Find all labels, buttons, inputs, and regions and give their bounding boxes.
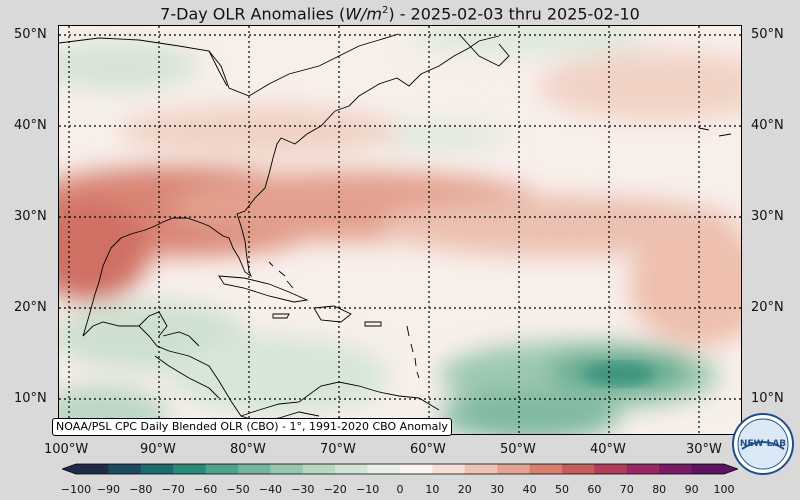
colorbar-cell bbox=[238, 464, 271, 474]
colorbar-cell bbox=[594, 464, 628, 474]
colorbar-cell bbox=[140, 464, 174, 474]
colorbar-tick-label: 10 bbox=[425, 483, 440, 496]
colorbar-cell bbox=[464, 464, 498, 474]
colorbar-cell bbox=[529, 464, 563, 474]
colorbar-tick-label: −40 bbox=[258, 483, 282, 496]
colorbar-cell bbox=[173, 464, 207, 474]
lon-label-90w: 90°W bbox=[140, 442, 176, 457]
lat-label-left-40: 40°N bbox=[14, 118, 47, 133]
colorbar-outline bbox=[62, 463, 738, 475]
colorbar-tick-label: 70 bbox=[619, 483, 634, 496]
colorbar-cell bbox=[205, 464, 239, 474]
colorbar-tick-label: 80 bbox=[652, 483, 667, 496]
colorbar-cell bbox=[335, 464, 369, 474]
lat-label-left-30: 30°N bbox=[14, 209, 47, 224]
colorbar-tick-label: −50 bbox=[226, 483, 250, 496]
colorbar-tick-label: 90 bbox=[684, 483, 699, 496]
lat-label-left-50: 50°N bbox=[14, 27, 47, 42]
colorbar-cell bbox=[626, 464, 660, 474]
lat-label-right-10: 10°N bbox=[751, 391, 784, 406]
colorbar-cell bbox=[108, 464, 142, 474]
colorbar-tick-label: −60 bbox=[193, 483, 218, 496]
colorbar-tick-label: −20 bbox=[323, 483, 347, 496]
colorbar-tick-label: −30 bbox=[291, 483, 315, 496]
colorbar-extend-low bbox=[62, 464, 76, 474]
colorbar-tick-label: 0 bbox=[396, 483, 404, 496]
colorbar-cell bbox=[659, 464, 693, 474]
colorbar-tick-label: 50 bbox=[555, 483, 569, 496]
colorbar-tick-label: 30 bbox=[490, 483, 505, 496]
colorbar-tick-label: 20 bbox=[457, 483, 472, 496]
psl-logo: NEW LAB bbox=[732, 413, 794, 475]
colorbar-cell bbox=[270, 464, 304, 474]
lat-label-left-20: 20°N bbox=[14, 300, 47, 315]
colorbar-cell bbox=[562, 464, 595, 474]
colorbar-cell bbox=[691, 464, 725, 474]
map-title: 7-Day OLR Anomalies (W/m2) - 2025-02-03 … bbox=[160, 4, 640, 24]
lon-label-80w: 80°W bbox=[230, 442, 266, 457]
colorbar-cell bbox=[497, 464, 531, 474]
lon-label-70w: 70°W bbox=[320, 442, 356, 457]
colorbar-cell bbox=[76, 464, 109, 474]
svg-text:NEW LAB: NEW LAB bbox=[740, 439, 786, 449]
graticule bbox=[59, 26, 741, 434]
colorbar-tick-label: −80 bbox=[129, 483, 153, 496]
colorbar-tick-label: 40 bbox=[522, 483, 537, 496]
lon-label-40w: 40°W bbox=[590, 442, 626, 457]
colorbar-tick-label: −90 bbox=[96, 483, 120, 496]
anomaly-field bbox=[59, 26, 741, 434]
colorbar-tick-label: −10 bbox=[355, 483, 380, 496]
lat-label-left-10: 10°N bbox=[14, 391, 47, 406]
lon-label-50w: 50°W bbox=[500, 442, 536, 457]
colorbar bbox=[62, 463, 738, 475]
olr-anomaly-map bbox=[58, 25, 742, 435]
lat-label-right-40: 40°N bbox=[751, 118, 784, 133]
lat-label-right-20: 20°N bbox=[751, 300, 784, 315]
lon-label-100w: 100°W bbox=[44, 442, 89, 457]
lon-label-30w: 30°W bbox=[686, 442, 722, 457]
lat-label-right-30: 30°N bbox=[751, 209, 784, 224]
colorbar-cell bbox=[302, 464, 336, 474]
colorbar-cell bbox=[367, 464, 401, 474]
colorbar-tick-label: −70 bbox=[161, 483, 185, 496]
lon-label-60w: 60°W bbox=[410, 442, 446, 457]
colorbar-tick-label: −100 bbox=[60, 483, 92, 496]
colorbar-tick-label: 60 bbox=[587, 483, 602, 496]
lat-label-right-50: 50°N bbox=[751, 27, 784, 42]
colorbar-tick-label: 100 bbox=[713, 483, 735, 496]
colorbar-cell bbox=[400, 464, 433, 474]
colorbar-cell bbox=[432, 464, 466, 474]
colorbar-extend-high bbox=[724, 464, 738, 474]
data-credit-label: NOAA/PSL CPC Daily Blended OLR (CBO) - 1… bbox=[52, 418, 452, 436]
